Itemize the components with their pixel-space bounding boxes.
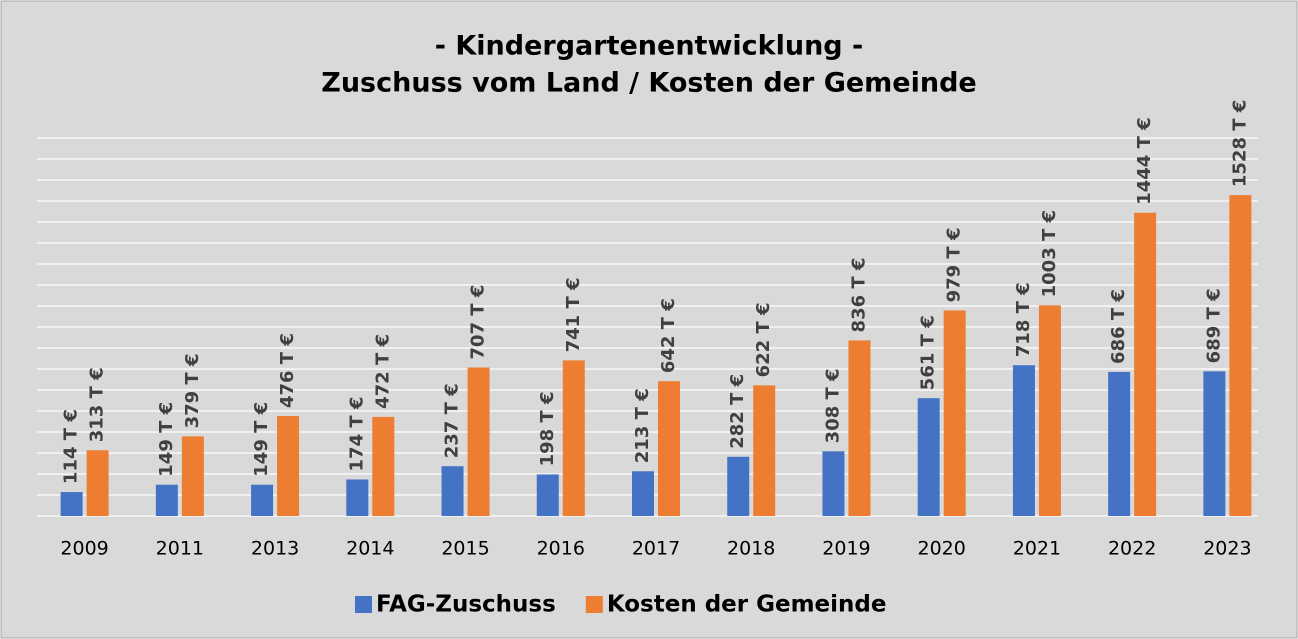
- x-tick-label: 2021: [1013, 538, 1061, 560]
- x-tick-label: 2009: [60, 538, 108, 560]
- bar: [1203, 371, 1226, 516]
- chart-title: Zuschuss vom Land / Kosten der Gemeinde: [321, 68, 976, 99]
- x-tick-label: 2023: [1203, 538, 1251, 560]
- data-label: 741 T €: [563, 277, 584, 352]
- bar: [155, 484, 178, 516]
- bar: [441, 466, 464, 516]
- bar: [1229, 195, 1252, 516]
- bar: [467, 367, 490, 516]
- bar: [943, 310, 966, 516]
- legend-label: FAG-Zuschuss: [376, 592, 556, 618]
- data-label: 174 T €: [346, 397, 367, 472]
- bar: [60, 492, 83, 516]
- bar: [86, 450, 109, 516]
- bar: [632, 471, 654, 516]
- x-tick-label: 2015: [441, 538, 489, 560]
- bar: [1134, 212, 1157, 516]
- bar: [1012, 365, 1035, 516]
- data-label: 707 T €: [468, 285, 489, 360]
- data-label: 149 T €: [156, 402, 177, 477]
- bar: [562, 360, 585, 516]
- bar: [181, 436, 204, 516]
- data-label: 198 T €: [537, 391, 558, 466]
- x-tick-label: 2020: [918, 538, 966, 560]
- data-label: 561 T €: [918, 315, 939, 390]
- data-label: 1444 T €: [1134, 117, 1155, 204]
- bar: [1108, 371, 1131, 516]
- bar: [822, 451, 845, 516]
- bar: [753, 385, 776, 516]
- data-label: 689 T €: [1203, 288, 1224, 363]
- data-label: 213 T €: [632, 388, 653, 463]
- bar: [917, 398, 940, 516]
- data-label: 472 T €: [372, 334, 393, 409]
- x-tick-label: 2022: [1108, 538, 1156, 560]
- data-label: 622 T €: [753, 302, 774, 377]
- bar: [372, 416, 395, 516]
- data-label: 313 T €: [87, 367, 108, 442]
- bar: [1038, 305, 1061, 516]
- legend-swatch: [355, 596, 372, 613]
- data-label: 642 T €: [658, 298, 679, 373]
- bar: [658, 381, 680, 516]
- data-label: 476 T €: [277, 333, 298, 408]
- x-tick-label: 2018: [727, 538, 775, 560]
- x-tick-label: 2014: [346, 538, 394, 560]
- bar: [848, 340, 871, 516]
- x-tick-label: 2017: [632, 538, 680, 560]
- data-label: 686 T €: [1108, 289, 1129, 364]
- bar: [727, 456, 750, 516]
- x-tick-label: 2013: [251, 538, 299, 560]
- bar: [346, 479, 369, 516]
- data-label: 149 T €: [251, 402, 272, 477]
- data-label: 1528 T €: [1229, 100, 1250, 187]
- data-label: 836 T €: [848, 258, 869, 333]
- x-tick-label: 2019: [822, 538, 870, 560]
- data-label: 308 T €: [822, 368, 843, 443]
- data-label: 282 T €: [727, 374, 748, 449]
- data-label: 979 T €: [944, 227, 965, 302]
- x-tick-label: 2016: [537, 538, 585, 560]
- data-label: 237 T €: [442, 383, 463, 458]
- bar: [536, 474, 559, 516]
- data-label: 1003 T €: [1039, 210, 1060, 297]
- legend-swatch: [585, 596, 603, 613]
- bar: [277, 416, 300, 516]
- data-label: 718 T €: [1013, 282, 1034, 357]
- chart-title: - Kindergartenentwicklung -: [435, 31, 864, 62]
- legend-label: Kosten der Gemeinde: [607, 592, 887, 618]
- x-tick-label: 2011: [156, 538, 204, 560]
- bar: [251, 484, 274, 516]
- data-label: 379 T €: [182, 353, 203, 428]
- data-label: 114 T €: [61, 409, 82, 484]
